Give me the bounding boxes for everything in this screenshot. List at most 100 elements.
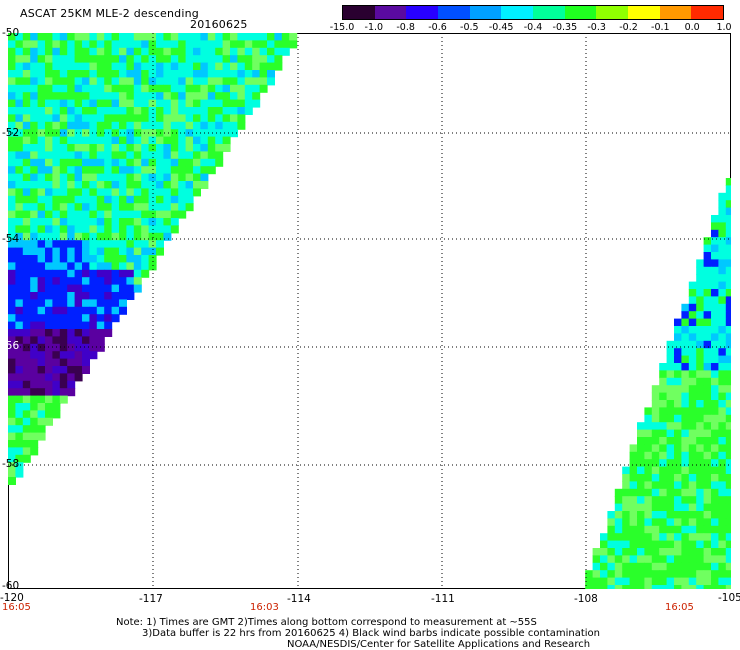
swath-cell — [96, 166, 105, 175]
swath-cell — [725, 488, 731, 497]
swath-cell — [30, 247, 39, 256]
swath-cell — [688, 437, 697, 445]
swath-cell — [30, 395, 39, 404]
swath-cell — [200, 136, 209, 145]
swath-cell — [711, 451, 719, 460]
swath-cell — [89, 99, 98, 108]
swath-cell — [163, 77, 172, 86]
swath-cell — [629, 577, 638, 586]
swath-cell — [74, 47, 83, 56]
swath-cell — [674, 407, 682, 416]
swath-cell — [222, 84, 231, 93]
swath-cell — [37, 144, 46, 152]
swath-cell — [644, 459, 653, 468]
swath-cell — [37, 321, 46, 330]
swath-cell — [89, 33, 98, 41]
swath-cell — [607, 577, 616, 586]
map-plot — [8, 33, 731, 589]
swath-cell — [15, 388, 24, 397]
swath-cell — [119, 114, 127, 123]
swath-cell — [718, 422, 727, 431]
swath-cell — [622, 474, 631, 482]
swath-cell — [651, 577, 660, 586]
swath-cell — [718, 385, 727, 394]
swath-cell — [215, 55, 224, 64]
swath-cell — [651, 444, 660, 453]
swath-cell — [703, 481, 712, 490]
swath-cell — [244, 77, 253, 86]
swath-cell — [711, 244, 719, 253]
swath-cell — [82, 358, 90, 367]
swath-cell — [119, 151, 127, 160]
swath-cell — [37, 62, 46, 71]
swath-cell — [674, 481, 682, 490]
swath-cell — [703, 422, 712, 431]
swath-cell — [674, 548, 682, 556]
swath-cell — [200, 181, 209, 189]
swath-cell — [207, 129, 216, 138]
swath-cell — [718, 481, 727, 490]
swath-cell — [141, 47, 150, 56]
swath-cell — [252, 40, 261, 49]
swath-cell — [52, 380, 61, 389]
swath-cell — [52, 188, 61, 197]
swath-cell — [230, 40, 238, 49]
lon-label-114: -114 — [287, 593, 311, 605]
swath-cell — [67, 240, 76, 249]
swath-cell — [111, 55, 120, 64]
swath-cell — [148, 240, 157, 249]
swath-cell — [207, 40, 216, 49]
swath-cell — [681, 540, 690, 549]
swath-cell — [703, 266, 712, 275]
swath-cell — [8, 99, 16, 108]
swath-cell — [178, 33, 187, 41]
swath-cell — [659, 518, 668, 527]
swath-cell — [193, 151, 201, 160]
swath-cell — [163, 92, 172, 101]
swath-cell — [74, 277, 83, 286]
swath-cell — [15, 240, 24, 249]
colorbar-swatch — [533, 6, 565, 19]
swath-cell — [711, 229, 719, 238]
swath-cell — [104, 77, 113, 86]
swath-cell — [45, 173, 53, 182]
swath-cell — [696, 289, 705, 297]
swath-cell — [96, 173, 105, 182]
swath-cell — [237, 33, 246, 41]
colorbar-tick-label: -0.45 — [488, 22, 514, 33]
swath-cell — [725, 281, 731, 290]
swath-cell — [22, 218, 31, 226]
swath-cell — [59, 321, 68, 330]
swath-cell — [74, 269, 83, 278]
swath-cell — [30, 210, 39, 219]
swath-cell — [22, 47, 31, 56]
swath-cell — [637, 429, 645, 438]
swath-cell — [74, 218, 83, 226]
swath-cell — [659, 555, 668, 564]
swath-cell — [607, 533, 616, 542]
swath-cell — [104, 210, 113, 219]
swath-cell — [659, 451, 668, 460]
colorbar-tick-label: -0.35 — [552, 22, 578, 33]
swath-cell — [178, 84, 187, 93]
swath-cell — [74, 158, 83, 167]
swath-cell — [614, 548, 623, 556]
swath-cell — [170, 40, 179, 49]
swath-cell — [637, 518, 645, 527]
swath-cell — [74, 166, 83, 175]
swath-cell — [725, 422, 731, 431]
swath-cell — [607, 555, 616, 564]
swath-cell — [696, 585, 705, 589]
swath-cell — [52, 218, 61, 226]
swath-cell — [111, 166, 120, 175]
swath-cell — [163, 166, 172, 175]
swath-cell — [126, 92, 135, 101]
swath-cell — [30, 55, 39, 64]
swath-cell — [82, 144, 90, 152]
swath-cell — [259, 47, 268, 56]
swath-cell — [141, 210, 150, 219]
swath-cell — [8, 173, 16, 182]
swath-cell — [230, 129, 238, 138]
swath-cell — [696, 400, 705, 408]
swath-cell — [8, 380, 16, 389]
